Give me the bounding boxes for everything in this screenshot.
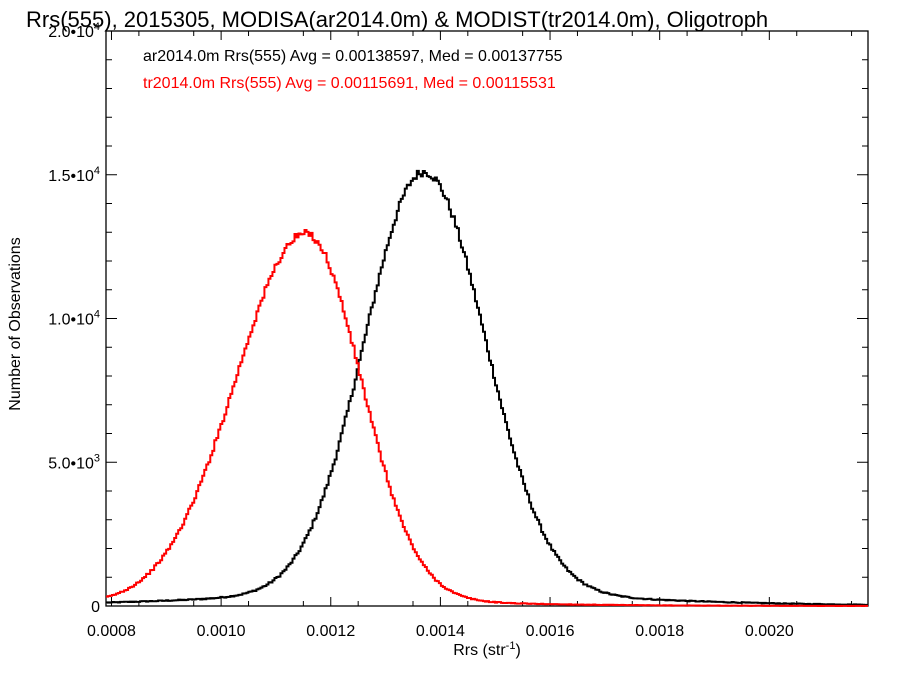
series-line-ar2014.0m [106, 169, 868, 606]
x-tick-label: 0.0016 [526, 623, 575, 640]
x-axis-label-end: ) [515, 642, 520, 659]
y-axis-label: Number of Observations [7, 237, 24, 410]
x-tick-label: 0.0010 [197, 623, 246, 640]
plot-frame [105, 30, 869, 607]
x-axis-ticks [110, 31, 853, 606]
x-axis-tick-labels: 0.0008 0.0010 0.0012 0.0014 0.0016 0.0018 0.00… [87, 623, 794, 640]
histogram-series [106, 169, 868, 607]
series-line-tr2014.0m [106, 228, 868, 607]
annotation-tr2014.0m: tr2014.0m Rrs(555) Avg = 0.00115691, Med… [143, 75, 556, 92]
y-axis-ticks [106, 30, 868, 607]
x-tick-label: 0.0012 [306, 623, 355, 640]
x-tick-label: 0.0008 [87, 623, 136, 640]
y-tick-label: 2.0•104 [48, 21, 100, 41]
y-tick-label: 1.0•104 [48, 309, 100, 329]
x-tick-label: 0.0018 [635, 623, 684, 640]
y-tick-label: 5.0•103 [48, 452, 100, 472]
y-tick-label: 1.5•104 [48, 165, 100, 185]
x-tick-label: 0.0020 [745, 623, 794, 640]
x-axis-label-superscript: -1 [506, 640, 516, 652]
chart-title: Rrs(555), 2015305, MODISA(ar2014.0m) & M… [26, 7, 768, 32]
y-tick-label: 0 [91, 599, 100, 616]
x-axis-label: Rrs (str-1) [453, 640, 521, 659]
annotation-ar2014.0m: ar2014.0m Rrs(555) Avg = 0.00138597, Med… [143, 48, 563, 65]
series-annotations: ar2014.0m Rrs(555) Avg = 0.00138597, Med… [143, 48, 563, 92]
x-axis-label-text: Rrs (str [453, 642, 506, 659]
x-tick-label: 0.0014 [416, 623, 465, 640]
y-axis-tick-labels: 0 5.0•103 1.0•104 1.5•104 2.0•104 [48, 21, 100, 616]
